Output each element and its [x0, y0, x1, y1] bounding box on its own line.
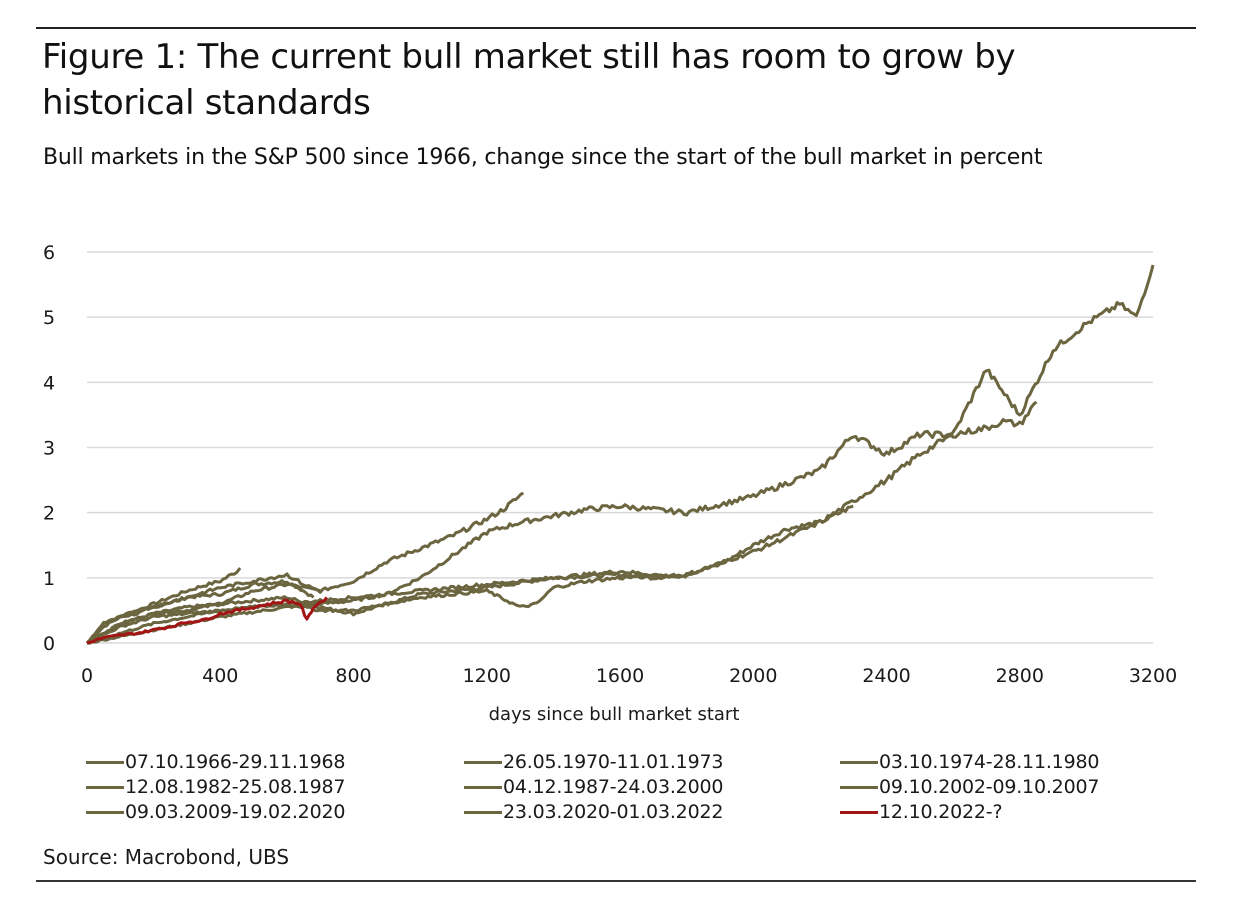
- bottom-rule: [36, 880, 1196, 882]
- legend-label: 12.10.2022-?: [879, 801, 1003, 823]
- legend-swatch: [840, 786, 878, 789]
- x-tick-label: 400: [202, 665, 238, 687]
- legend: 07.10.1966-29.11.1968 26.05.1970-11.01.19…: [86, 750, 1176, 825]
- gridlines: [87, 251, 1153, 644]
- legend-label: 23.03.2020-01.03.2022: [503, 801, 724, 823]
- legend-item: 09.03.2009-19.02.2020: [86, 800, 464, 825]
- figure-title: Figure 1: The current bull market still …: [42, 37, 1016, 123]
- x-axis-label: days since bull market start: [489, 704, 740, 725]
- y-tick-label: 4: [43, 372, 55, 394]
- legend-item: 12.10.2022-?: [840, 800, 1170, 825]
- legend-label: 09.03.2009-19.02.2020: [125, 801, 346, 823]
- legend-swatch: [840, 811, 878, 814]
- legend-swatch: [86, 761, 124, 764]
- x-axis-ticks: 0 400 800 1200 1600 2000 2400 2800 3200: [81, 665, 1177, 687]
- series-line-5: [86, 569, 688, 645]
- legend-label: 26.05.1970-11.01.1973: [503, 751, 724, 773]
- x-tick-label: 3200: [1129, 665, 1177, 687]
- x-tick-label: 2800: [996, 665, 1044, 687]
- legend-item: 04.12.1987-24.03.2000: [464, 775, 840, 800]
- y-tick-label: 6: [43, 242, 55, 264]
- legend-swatch: [464, 761, 502, 764]
- legend-swatch: [464, 811, 502, 814]
- x-tick-label: 800: [335, 665, 371, 687]
- legend-label: 04.12.1987-24.03.2000: [503, 776, 724, 798]
- legend-swatch: [464, 786, 502, 789]
- legend-item: 12.08.1982-25.08.1987: [86, 775, 464, 800]
- y-tick-label: 5: [43, 307, 55, 329]
- y-tick-label: 1: [43, 568, 55, 590]
- x-tick-label: 2400: [862, 665, 910, 687]
- legend-item: 03.10.1974-28.11.1980: [840, 750, 1170, 775]
- legend-label: 09.10.2002-09.10.2007: [879, 776, 1100, 798]
- y-tick-label: 3: [43, 438, 55, 460]
- series-line-3: [86, 491, 525, 645]
- x-tick-label: 0: [81, 665, 93, 687]
- legend-swatch: [86, 811, 124, 814]
- x-tick-label: 1200: [463, 665, 511, 687]
- series-line-1: [86, 579, 315, 645]
- series-line-4: [86, 264, 1155, 645]
- series-line-7: [85, 572, 321, 645]
- y-axis-ticks: 0 1 2 3 4 5 6: [43, 242, 55, 655]
- legend-label: 07.10.1966-29.11.1968: [125, 751, 346, 773]
- x-tick-label: 1600: [596, 665, 644, 687]
- legend-item: 23.03.2020-01.03.2022: [464, 800, 840, 825]
- source-note: Source: Macrobond, UBS: [43, 845, 290, 869]
- legend-swatch: [840, 761, 878, 764]
- series-lines: [85, 264, 1155, 645]
- legend-swatch: [86, 786, 124, 789]
- series-line-6: [86, 400, 1038, 645]
- legend-item: 07.10.1966-29.11.1968: [86, 750, 464, 775]
- legend-label: 12.08.1982-25.08.1987: [125, 776, 346, 798]
- x-tick-label: 2000: [729, 665, 777, 687]
- series-line-8: [86, 596, 329, 645]
- figure-subtitle: Bull markets in the S&P 500 since 1966, …: [43, 145, 1043, 170]
- y-tick-label: 2: [43, 503, 55, 525]
- legend-item: 09.10.2002-09.10.2007: [840, 775, 1170, 800]
- top-rule: [36, 27, 1196, 29]
- legend-label: 03.10.1974-28.11.1980: [879, 751, 1100, 773]
- legend-item: 26.05.1970-11.01.1973: [464, 750, 840, 775]
- y-tick-label: 0: [43, 633, 55, 655]
